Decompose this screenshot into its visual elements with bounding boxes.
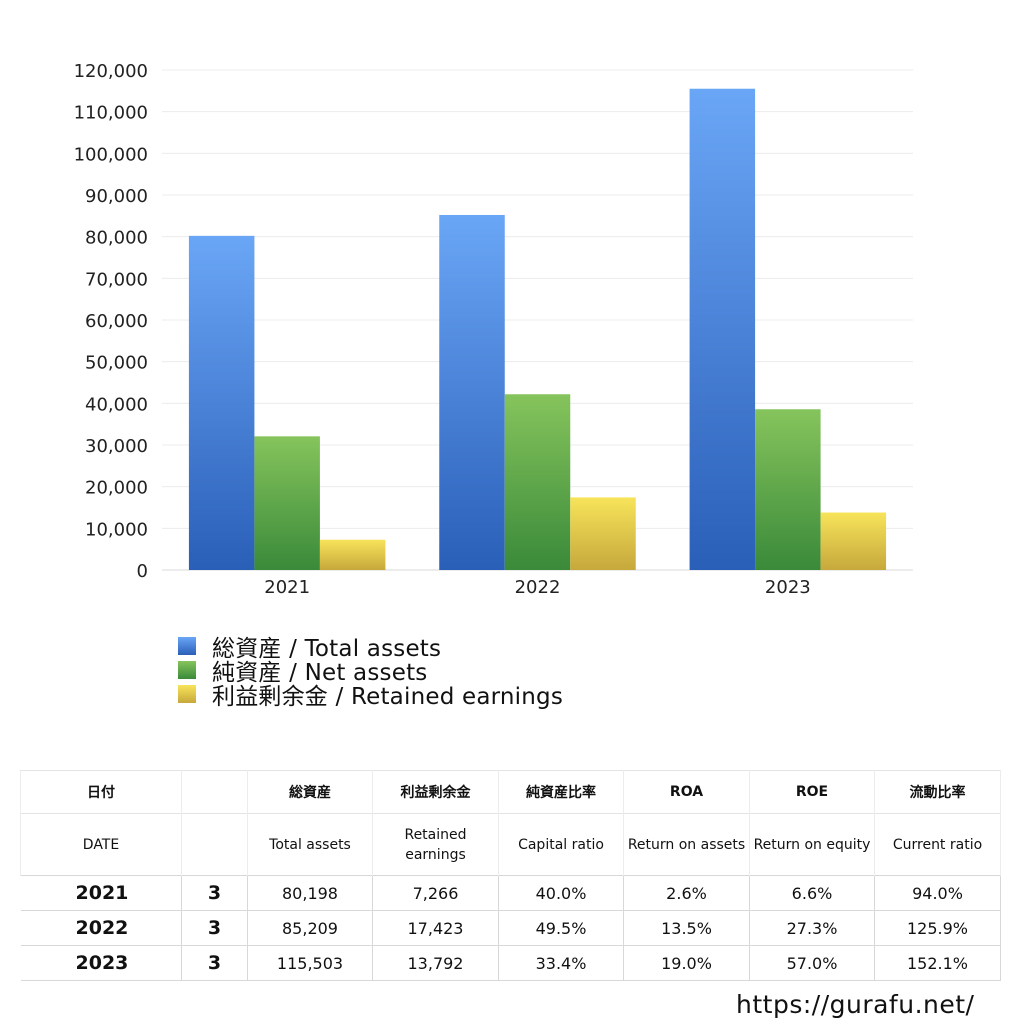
header-cell bbox=[181, 770, 248, 814]
y-tick-label: 10,000 bbox=[85, 519, 148, 540]
header-cell: 日付 bbox=[20, 770, 182, 814]
table-row: 2022 3 85,209 17,423 49.5% 13.5% 27.3% 1… bbox=[20, 910, 1001, 946]
header-cell: Return on assets bbox=[623, 813, 750, 876]
y-axis: 0 10,000 20,000 30,000 40,000 50,000 60,000 70,… bbox=[74, 61, 148, 582]
capital-ratio-cell: 49.5% bbox=[498, 910, 624, 946]
y-tick-label: 50,000 bbox=[85, 353, 148, 374]
retained-earnings-cell: 13,792 bbox=[372, 945, 499, 981]
legend-label: 純資産 / Net assets bbox=[212, 660, 428, 686]
y-tick-label: 120,000 bbox=[74, 61, 148, 82]
header-cell: Capital ratio bbox=[498, 813, 624, 876]
bar bbox=[504, 394, 571, 570]
retained-earnings-cell: 7,266 bbox=[372, 875, 499, 911]
header-cell bbox=[181, 813, 248, 876]
bar bbox=[755, 409, 821, 570]
month-cell: 3 bbox=[181, 875, 248, 911]
bar bbox=[254, 436, 320, 570]
bar bbox=[439, 214, 505, 570]
y-tick-label: 90,000 bbox=[85, 186, 148, 207]
header-cell: ROA bbox=[623, 770, 750, 814]
y-tick-label: 0 bbox=[137, 561, 148, 582]
bars bbox=[188, 88, 887, 571]
current-ratio-cell: 125.9% bbox=[874, 910, 1001, 946]
financial-table: 日付 総資産 利益剰余金 純資産比率 ROA ROE 流動比率 DATE Tot… bbox=[20, 770, 1001, 981]
header-cell: 利益剰余金 bbox=[372, 770, 499, 814]
legend-label: 利益剰余金 / Retained earnings bbox=[212, 684, 564, 710]
current-ratio-cell: 94.0% bbox=[874, 875, 1001, 911]
total-assets-cell: 115,503 bbox=[247, 945, 373, 981]
y-tick-label: 100,000 bbox=[74, 144, 148, 165]
roa-cell: 2.6% bbox=[623, 875, 750, 911]
year-cell: 2023 bbox=[20, 945, 182, 981]
roe-cell: 57.0% bbox=[749, 945, 875, 981]
table-row: 2023 3 115,503 13,792 33.4% 19.0% 57.0% … bbox=[20, 945, 1001, 981]
legend: 総資産 / Total assets 純資産 / Net assets 利益剰余… bbox=[178, 634, 563, 710]
month-cell: 3 bbox=[181, 945, 248, 981]
table-header-en: DATE Total assets Retained earnings Capi… bbox=[20, 813, 1001, 876]
table-header-jp: 日付 総資産 利益剰余金 純資産比率 ROA ROE 流動比率 bbox=[20, 770, 1001, 814]
header-cell: 流動比率 bbox=[874, 770, 1001, 814]
bar bbox=[319, 539, 386, 570]
retained-earnings-cell: 17,423 bbox=[372, 910, 499, 946]
y-tick-label: 110,000 bbox=[74, 103, 148, 124]
capital-ratio-cell: 33.4% bbox=[498, 945, 624, 981]
header-cell: Current ratio bbox=[874, 813, 1001, 876]
bar bbox=[820, 512, 887, 570]
y-tick-label: 60,000 bbox=[85, 311, 148, 332]
y-tick-label: 30,000 bbox=[85, 436, 148, 457]
bar-chart: 0 10,000 20,000 30,000 40,000 50,000 60,000 70,… bbox=[74, 61, 913, 598]
header-cell: DATE bbox=[20, 813, 182, 876]
month-cell: 3 bbox=[181, 910, 248, 946]
roa-cell: 13.5% bbox=[623, 910, 750, 946]
header-cell: Return on equity bbox=[749, 813, 875, 876]
year-cell: 2021 bbox=[20, 875, 182, 911]
x-tick-label: 2023 bbox=[765, 577, 811, 598]
bar bbox=[689, 88, 756, 571]
header-cell: Retained earnings bbox=[372, 813, 499, 876]
header-cell: ROE bbox=[749, 770, 875, 814]
legend-label: 総資産 / Total assets bbox=[212, 636, 442, 662]
x-axis: 2021 2022 2023 bbox=[264, 577, 810, 598]
roe-cell: 27.3% bbox=[749, 910, 875, 946]
legend-swatch bbox=[178, 685, 196, 703]
total-assets-cell: 85,209 bbox=[247, 910, 373, 946]
y-tick-label: 40,000 bbox=[85, 394, 148, 415]
legend-item-net-assets: 純資産 / Net assets bbox=[178, 658, 563, 686]
header-cell: 総資産 bbox=[247, 770, 373, 814]
table-row: 2021 3 80,198 7,266 40.0% 2.6% 6.6% 94.0… bbox=[20, 875, 1001, 911]
header-cell: 純資産比率 bbox=[498, 770, 624, 814]
legend-swatch bbox=[178, 661, 196, 679]
legend-item-retained-earnings: 利益剰余金 / Retained earnings bbox=[178, 682, 563, 710]
source-url: https://gurafu.net/ bbox=[736, 990, 975, 1019]
current-ratio-cell: 152.1% bbox=[874, 945, 1001, 981]
roe-cell: 6.6% bbox=[749, 875, 875, 911]
y-tick-label: 80,000 bbox=[85, 228, 148, 249]
bar bbox=[570, 497, 636, 570]
year-cell: 2022 bbox=[20, 910, 182, 946]
x-tick-label: 2022 bbox=[515, 577, 561, 598]
capital-ratio-cell: 40.0% bbox=[498, 875, 624, 911]
y-tick-label: 70,000 bbox=[85, 269, 148, 290]
bar bbox=[188, 235, 255, 570]
legend-swatch bbox=[178, 637, 196, 655]
y-tick-label: 20,000 bbox=[85, 478, 148, 499]
header-cell: Total assets bbox=[247, 813, 373, 876]
legend-item-total-assets: 総資産 / Total assets bbox=[178, 634, 563, 662]
x-tick-label: 2021 bbox=[264, 577, 310, 598]
roa-cell: 19.0% bbox=[623, 945, 750, 981]
total-assets-cell: 80,198 bbox=[247, 875, 373, 911]
